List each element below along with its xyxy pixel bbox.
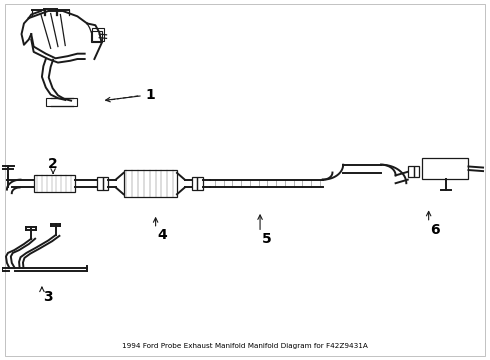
Bar	[97, 177, 102, 190]
Bar	[92, 28, 104, 41]
Bar	[192, 177, 197, 190]
Bar	[414, 166, 419, 177]
Bar	[123, 170, 177, 197]
Bar	[422, 158, 468, 179]
Bar	[46, 98, 77, 106]
Bar	[102, 177, 108, 190]
Text: 4: 4	[157, 228, 167, 242]
Bar	[408, 166, 414, 177]
Text: 3: 3	[44, 291, 53, 305]
Bar	[91, 31, 102, 42]
Bar	[34, 175, 75, 193]
Text: 6: 6	[430, 223, 440, 237]
Text: 1: 1	[146, 87, 155, 102]
Text: 1994 Ford Probe Exhaust Manifold Manifold Diagram for F42Z9431A: 1994 Ford Probe Exhaust Manifold Manifol…	[122, 343, 368, 349]
Bar	[197, 177, 203, 190]
Text: 2: 2	[48, 157, 58, 171]
Text: 5: 5	[262, 232, 272, 246]
